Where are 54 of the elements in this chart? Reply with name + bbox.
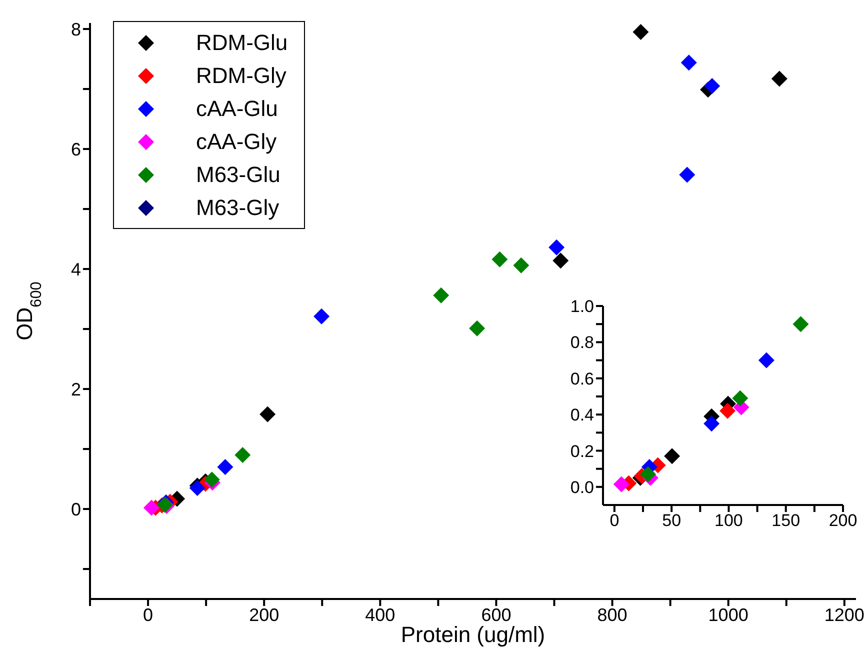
legend-label: RDM-Glu (196, 30, 288, 56)
y-tick-label: 2 (70, 379, 81, 400)
point (613, 476, 630, 492)
point (314, 308, 330, 324)
point (704, 78, 720, 94)
x-tick-label: 150 (772, 511, 800, 530)
point (771, 70, 788, 87)
x-tick-label: 1200 (824, 604, 864, 625)
point (260, 406, 276, 422)
legend-label: cAA-Gly (196, 128, 277, 154)
y-tick-label: 0.8 (570, 333, 594, 352)
y-tick-label: 0.6 (570, 369, 594, 388)
x-tick-label: 200 (828, 511, 858, 530)
point (792, 316, 809, 332)
x-tick-label: 100 (714, 511, 743, 530)
legend-label: cAA-Glu (196, 96, 278, 122)
point (204, 472, 220, 488)
x-axis-title: Protein (ug/ml) (400, 622, 546, 647)
point (548, 239, 565, 256)
x-tick-label: 1000 (708, 604, 748, 625)
point (732, 390, 748, 406)
y-tick-label: 0.2 (570, 442, 594, 461)
point (632, 24, 649, 40)
y-tick-label: 0.4 (570, 406, 594, 425)
point (680, 54, 697, 71)
point (720, 402, 736, 419)
legend-label: RDM-Gly (196, 62, 286, 88)
y-tick-label: 8 (70, 19, 81, 40)
x-tick-label: 800 (597, 604, 628, 625)
x-tick-label: 0 (143, 604, 154, 625)
point (492, 251, 508, 268)
point (758, 352, 774, 368)
legend-label: M63-Gly (196, 194, 280, 220)
y-tick-label: 4 (70, 259, 81, 280)
point (679, 166, 696, 183)
point (433, 287, 450, 304)
point (234, 447, 251, 463)
x-tick-label: 600 (481, 604, 512, 625)
x-tick-label: 200 (249, 604, 280, 625)
point (704, 416, 720, 432)
x-tick-label: 400 (365, 604, 396, 625)
legend-label: M63-Glu (196, 162, 280, 188)
point (664, 448, 680, 464)
x-tick-label: 0 (610, 511, 620, 530)
y-tick-label: 6 (70, 139, 81, 160)
point (469, 320, 486, 336)
y-tick-label: 1.0 (570, 297, 594, 316)
point (217, 459, 234, 475)
point (552, 252, 569, 269)
point (640, 466, 656, 482)
point (513, 257, 530, 274)
y-tick-label: 0.0 (570, 478, 594, 497)
point (144, 500, 160, 516)
x-tick-label: 50 (662, 511, 682, 530)
